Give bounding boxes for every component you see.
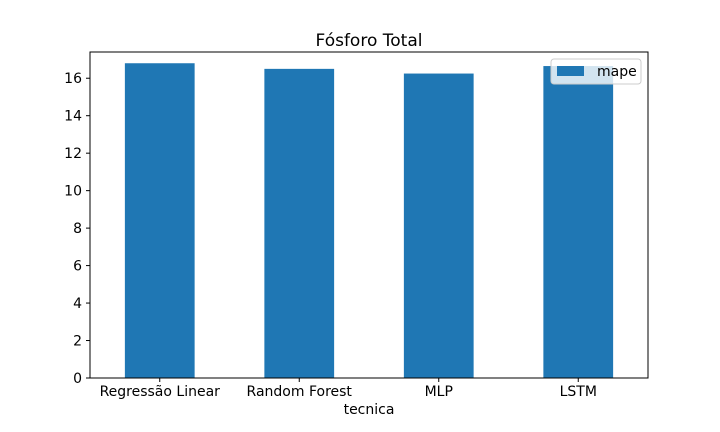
bar-lstm <box>543 66 614 378</box>
y-tick-label-14: 14 <box>64 109 82 125</box>
y-tick-label-16: 16 <box>64 71 82 87</box>
bar-mlp <box>403 73 474 379</box>
y-tick-label-4: 4 <box>73 296 82 312</box>
bars-group <box>124 63 614 379</box>
y-tick-label-6: 6 <box>73 259 82 275</box>
x-axis-title: tecnica <box>344 402 395 418</box>
x-tick-label-random-forest: Random Forest <box>247 384 353 400</box>
x-tick-label-regressao-linear: Regressão Linear <box>100 384 221 400</box>
y-axis: 0 2 4 6 8 10 12 14 16 <box>64 71 90 387</box>
chart-title: Fósforo Total <box>316 31 423 51</box>
y-tick-label-2: 2 <box>73 334 82 350</box>
legend-box <box>550 58 642 85</box>
x-tick-label-lstm: LSTM <box>560 384 597 400</box>
plot-frame <box>89 51 649 379</box>
y-tick-label-12: 12 <box>64 146 82 162</box>
x-tick-label-mlp: MLP <box>425 384 453 400</box>
y-tick-label-8: 8 <box>73 221 82 237</box>
legend-label-mape: mape <box>597 64 637 80</box>
x-axis: Regressão Linear Random Forest MLP LSTM <box>100 378 597 400</box>
legend-swatch-mape <box>557 66 584 76</box>
y-tick-label-0: 0 <box>73 371 82 387</box>
bar-random-forest <box>264 68 335 379</box>
y-tick-label-10: 10 <box>64 184 82 200</box>
bar-regressao-linear <box>124 63 195 378</box>
legend: mape <box>550 58 642 85</box>
